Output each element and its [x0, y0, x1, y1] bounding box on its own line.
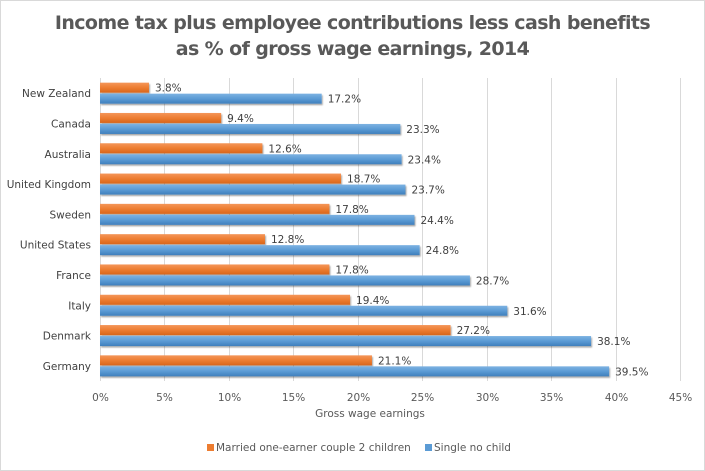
- bar-married-couple: [100, 203, 330, 214]
- x-tick-label: 45%: [669, 392, 692, 404]
- bar-married-couple: [100, 143, 263, 154]
- x-tick-label: 20%: [347, 392, 370, 404]
- data-label-single-no-child: 39.5%: [615, 366, 648, 378]
- category-label: Sweden: [50, 209, 92, 221]
- bar-single-no-child: [100, 336, 592, 347]
- data-label-married-couple: 18.7%: [347, 174, 380, 186]
- bar-single-no-child: [100, 123, 401, 134]
- data-label-single-no-child: 31.6%: [513, 306, 546, 318]
- bar-married-couple: [100, 355, 372, 366]
- bars: [100, 82, 610, 377]
- bar-married-couple: [100, 112, 222, 123]
- data-label-single-no-child: 38.1%: [597, 336, 630, 348]
- data-label-single-no-child: 23.3%: [406, 124, 439, 136]
- category-label: France: [56, 270, 91, 282]
- data-label-married-couple: 27.2%: [457, 325, 490, 337]
- legend-swatch-single: [425, 444, 432, 451]
- data-label-married-couple: 21.1%: [378, 355, 411, 367]
- category-axis: New Zealand Canada Australia United Kingdom…: [7, 88, 92, 373]
- bar-single-no-child: [100, 305, 508, 316]
- bar-married-couple: [100, 82, 149, 93]
- category-label: Australia: [45, 149, 91, 161]
- legend: Married one-earner couple 2 children Sin…: [207, 442, 511, 454]
- x-tick-label: 35%: [540, 392, 563, 404]
- x-tick-label: 10%: [218, 392, 241, 404]
- x-tick-label: 0%: [92, 392, 109, 404]
- data-label-single-no-child: 23.4%: [408, 154, 441, 166]
- bar-single-no-child: [100, 184, 406, 195]
- category-label: Denmark: [43, 331, 92, 343]
- data-label-married-couple: 17.8%: [335, 204, 368, 216]
- chart-title-line-1: Income tax plus employee contributions l…: [54, 12, 651, 34]
- data-labels: 3.8% 17.2% 9.4% 23.3% 12.6% 23.4% 18.7% 23.7% 17…: [155, 83, 649, 379]
- category-label: Germany: [43, 361, 91, 373]
- bar-single-no-child: [100, 154, 402, 165]
- bar-single-no-child: [100, 366, 610, 377]
- bar-married-couple: [100, 325, 451, 336]
- x-tick-label: 40%: [605, 392, 628, 404]
- bar-single-no-child: [100, 245, 420, 256]
- x-tick-label: 25%: [411, 392, 434, 404]
- legend-label-single: Single no child: [434, 442, 511, 454]
- data-label-single-no-child: 24.4%: [420, 215, 453, 227]
- bar-married-couple: [100, 294, 351, 305]
- data-label-single-no-child: 28.7%: [476, 275, 509, 287]
- data-label-single-no-child: 24.8%: [426, 245, 459, 257]
- category-label: Canada: [51, 118, 91, 130]
- gridlines: [100, 78, 681, 381]
- data-label-married-couple: 12.8%: [271, 234, 304, 246]
- data-label-married-couple: 17.8%: [335, 264, 368, 276]
- data-label-single-no-child: 17.2%: [328, 94, 361, 106]
- bar-single-no-child: [100, 214, 415, 225]
- value-axis: 0% 5% 10% 15% 20% 25% 30% 35% 40% 45%: [92, 392, 692, 404]
- x-axis-title: Gross wage earnings: [315, 408, 425, 420]
- category-label: Italy: [68, 300, 91, 312]
- category-label: New Zealand: [22, 88, 91, 100]
- category-label: United States: [20, 240, 91, 252]
- legend-label-married: Married one-earner couple 2 children: [216, 442, 411, 454]
- bar-single-no-child: [100, 93, 322, 104]
- x-tick-label: 30%: [476, 392, 499, 404]
- bar-married-couple: [100, 264, 330, 275]
- data-label-married-couple: 19.4%: [356, 295, 389, 307]
- data-label-single-no-child: 23.7%: [411, 185, 444, 197]
- x-tick-label: 5%: [156, 392, 173, 404]
- data-label-married-couple: 12.6%: [268, 143, 301, 155]
- chart-title: Income tax plus employee contributions l…: [0, 10, 705, 62]
- category-label: United Kingdom: [7, 179, 91, 191]
- chart-title-line-2: as % of gross wage earnings, 2014: [175, 38, 530, 60]
- bar-married-couple: [100, 173, 342, 184]
- x-tick-label: 15%: [282, 392, 305, 404]
- data-label-married-couple: 3.8%: [155, 83, 182, 95]
- data-label-married-couple: 9.4%: [227, 113, 254, 125]
- bar-single-no-child: [100, 275, 470, 286]
- bar-married-couple: [100, 234, 265, 245]
- legend-swatch-married: [207, 444, 214, 451]
